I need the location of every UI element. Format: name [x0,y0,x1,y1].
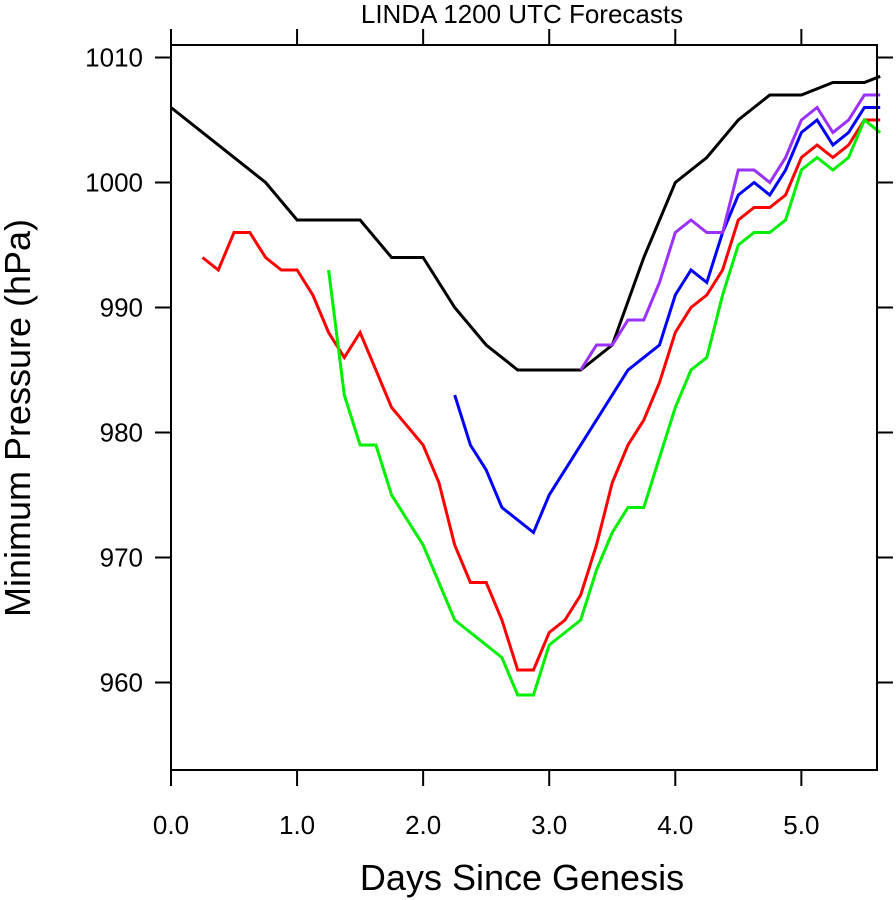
x-axis-label: Days Since Genesis [360,857,684,898]
series-layer [170,74,882,697]
series-line-2 [201,118,881,672]
axis-layer: 0.0 1.0 2.0 3.0 4.0 5.0 960 970 980 990 1000 1010 [85,29,893,840]
x-tick-label: 3.0 [531,810,567,840]
x-tick-label: 4.0 [657,810,693,840]
y-tick-label: 960 [100,668,143,698]
y-tick-label: 980 [100,418,143,448]
chart-title: LINDA 1200 UTC Forecasts [361,0,683,29]
series-line-5 [579,93,881,371]
y-tick-label: 1000 [85,168,143,198]
series-line-4 [453,106,881,535]
y-tick-label: 990 [100,293,143,323]
x-tick-label: 2.0 [405,810,441,840]
series-line-3 [327,117,882,697]
plot-frame [170,44,878,771]
y-tick-label: 1010 [85,43,143,73]
series-line-1 [170,74,881,372]
x-tick-label: 0.0 [153,810,189,840]
x-tick-label: 1.0 [279,810,315,840]
x-tick-label: 5.0 [783,810,819,840]
y-tick-label: 970 [100,543,143,573]
y-axis-label: Minimum Pressure (hPa) [0,219,38,617]
